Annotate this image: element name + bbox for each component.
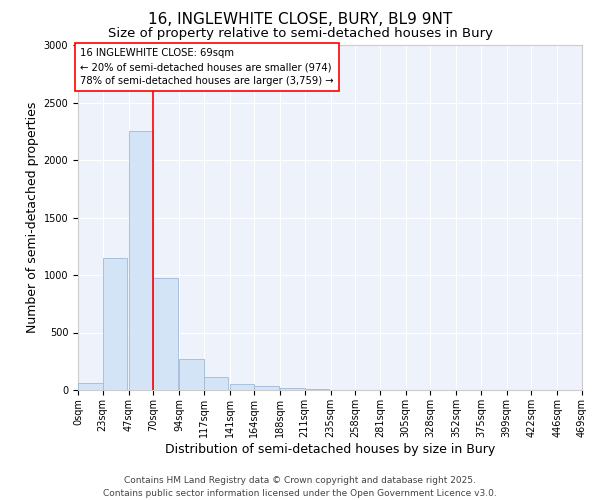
Bar <box>153 278 178 390</box>
Bar <box>179 359 204 390</box>
Bar <box>103 258 127 390</box>
X-axis label: Distribution of semi-detached houses by size in Bury: Distribution of semi-detached houses by … <box>165 442 495 456</box>
Text: 16 INGLEWHITE CLOSE: 69sqm
← 20% of semi-detached houses are smaller (974)
78% o: 16 INGLEWHITE CLOSE: 69sqm ← 20% of semi… <box>80 48 334 86</box>
Bar <box>280 388 305 390</box>
Bar <box>230 384 254 390</box>
Text: Size of property relative to semi-detached houses in Bury: Size of property relative to semi-detach… <box>107 28 493 40</box>
Bar <box>254 386 279 390</box>
Bar <box>128 132 153 390</box>
Text: Contains HM Land Registry data © Crown copyright and database right 2025.
Contai: Contains HM Land Registry data © Crown c… <box>103 476 497 498</box>
Text: 16, INGLEWHITE CLOSE, BURY, BL9 9NT: 16, INGLEWHITE CLOSE, BURY, BL9 9NT <box>148 12 452 28</box>
Y-axis label: Number of semi-detached properties: Number of semi-detached properties <box>26 102 40 333</box>
Bar <box>78 383 103 390</box>
Bar <box>204 378 229 390</box>
